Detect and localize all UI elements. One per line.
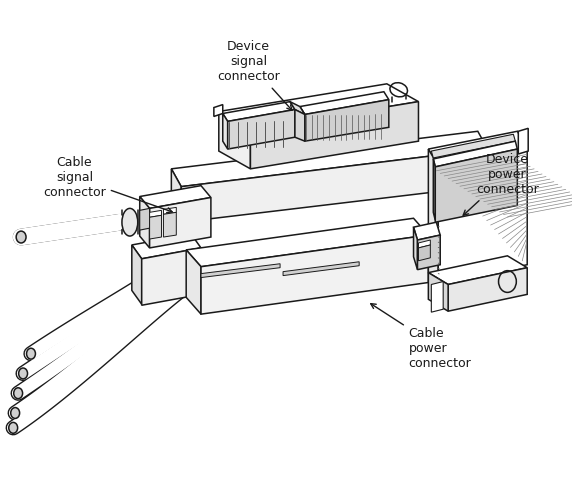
Polygon shape bbox=[140, 197, 150, 248]
Polygon shape bbox=[300, 92, 389, 115]
Polygon shape bbox=[434, 141, 518, 167]
Polygon shape bbox=[132, 245, 141, 304]
Polygon shape bbox=[150, 210, 162, 217]
Polygon shape bbox=[181, 149, 488, 222]
Polygon shape bbox=[428, 256, 527, 284]
Polygon shape bbox=[413, 227, 417, 269]
Polygon shape bbox=[171, 131, 488, 187]
Polygon shape bbox=[163, 207, 177, 214]
Text: Cable
power
connector: Cable power connector bbox=[371, 304, 471, 370]
Polygon shape bbox=[417, 235, 440, 269]
Polygon shape bbox=[223, 102, 295, 121]
Polygon shape bbox=[435, 149, 518, 222]
Polygon shape bbox=[201, 235, 428, 314]
Polygon shape bbox=[428, 131, 527, 166]
Polygon shape bbox=[419, 245, 430, 261]
Polygon shape bbox=[305, 100, 389, 141]
Ellipse shape bbox=[16, 231, 26, 243]
Ellipse shape bbox=[26, 348, 36, 359]
Polygon shape bbox=[163, 213, 177, 237]
Polygon shape bbox=[186, 250, 201, 314]
Text: Cable
signal
connector: Cable signal connector bbox=[43, 156, 172, 213]
Polygon shape bbox=[201, 264, 280, 278]
Text: Device
power
connector: Device power connector bbox=[463, 153, 539, 215]
Ellipse shape bbox=[14, 388, 22, 399]
Polygon shape bbox=[251, 102, 419, 169]
Polygon shape bbox=[428, 149, 438, 289]
Polygon shape bbox=[290, 102, 305, 115]
Polygon shape bbox=[228, 109, 295, 149]
Polygon shape bbox=[283, 262, 359, 276]
Ellipse shape bbox=[18, 368, 28, 379]
Text: Device
signal
connector: Device signal connector bbox=[217, 40, 292, 110]
Polygon shape bbox=[219, 111, 251, 169]
Polygon shape bbox=[150, 215, 162, 239]
Polygon shape bbox=[132, 234, 201, 259]
Polygon shape bbox=[428, 273, 448, 311]
Polygon shape bbox=[186, 218, 428, 267]
Polygon shape bbox=[518, 128, 528, 154]
Polygon shape bbox=[300, 107, 305, 141]
Polygon shape bbox=[431, 134, 515, 158]
Polygon shape bbox=[431, 281, 443, 312]
Polygon shape bbox=[295, 109, 305, 141]
Polygon shape bbox=[150, 198, 211, 248]
Polygon shape bbox=[141, 248, 201, 305]
Polygon shape bbox=[214, 105, 223, 117]
Polygon shape bbox=[171, 169, 181, 222]
Polygon shape bbox=[438, 148, 527, 282]
Polygon shape bbox=[448, 268, 527, 311]
Polygon shape bbox=[434, 159, 435, 220]
Ellipse shape bbox=[9, 422, 18, 433]
Polygon shape bbox=[419, 240, 430, 248]
Polygon shape bbox=[413, 222, 440, 240]
Ellipse shape bbox=[122, 208, 138, 236]
Ellipse shape bbox=[11, 408, 20, 418]
Polygon shape bbox=[219, 84, 419, 129]
Polygon shape bbox=[140, 208, 150, 230]
Polygon shape bbox=[140, 186, 211, 208]
Polygon shape bbox=[223, 113, 228, 149]
